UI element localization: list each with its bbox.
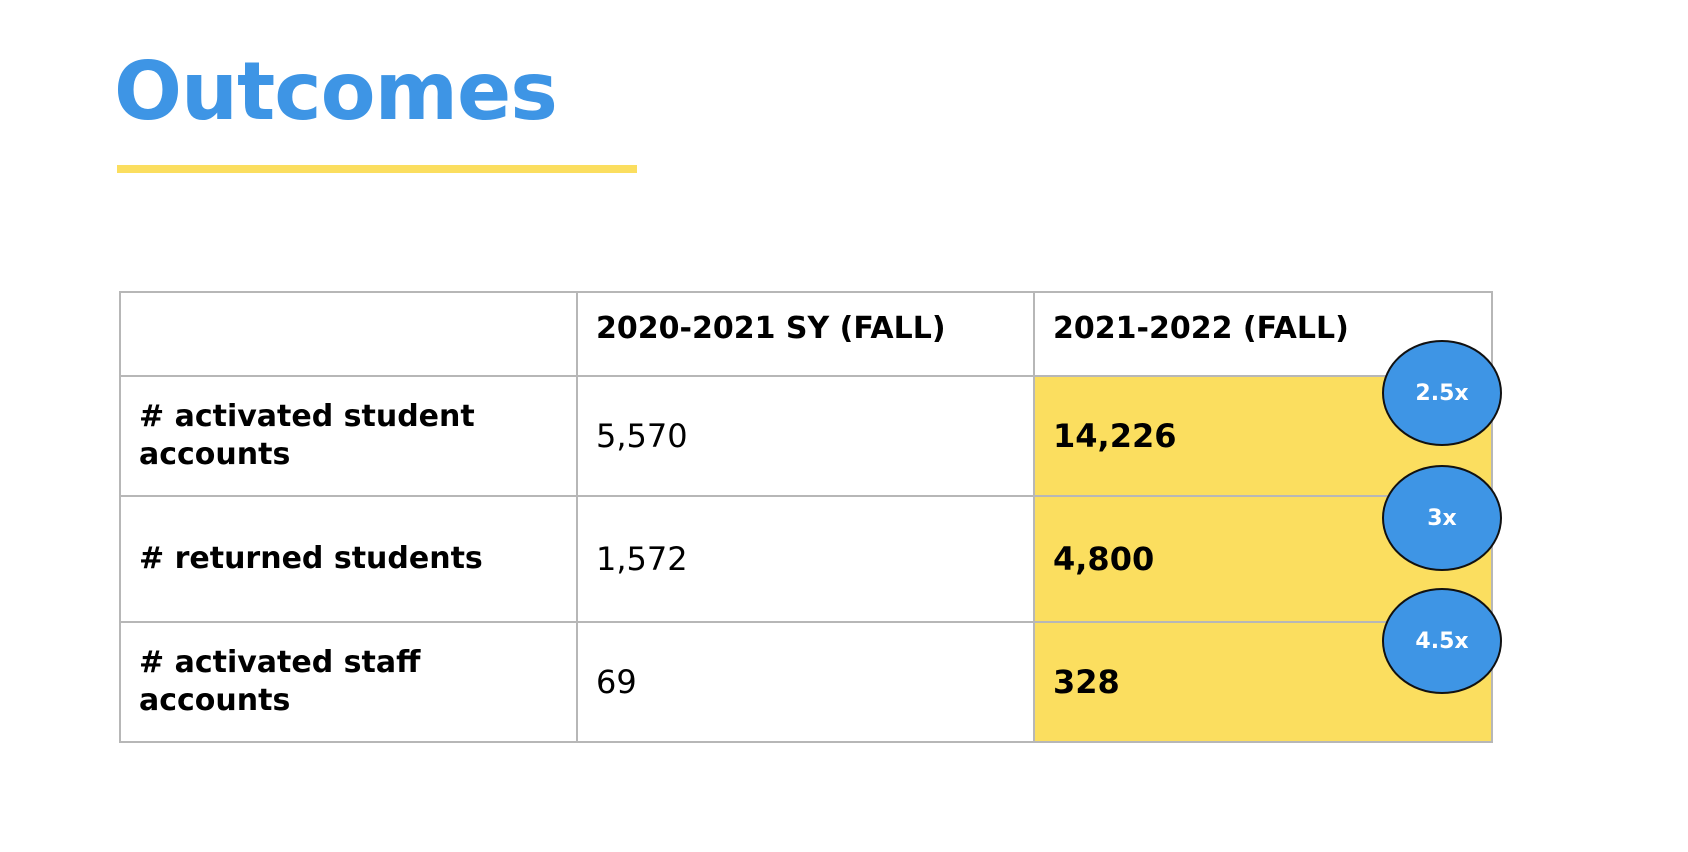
value-2020-returned-students: 1,572 xyxy=(576,495,1035,623)
title-underline xyxy=(117,165,637,173)
value-2020-activated-staff: 69 xyxy=(576,621,1035,743)
value-2020-activated-students: 5,570 xyxy=(576,375,1035,497)
table-row: # returned students 1,572 4,800 xyxy=(119,495,1493,623)
header-blank xyxy=(119,291,578,377)
multiplier-badge-activated-students: 2.5x xyxy=(1382,340,1502,446)
row-label-activated-staff: # activated staff accounts xyxy=(119,621,578,743)
outcomes-table: 2020-2021 SY (FALL) 2021-2022 (FALL) # a… xyxy=(119,291,1493,743)
row-label-activated-students: # activated student accounts xyxy=(119,375,578,497)
row-label-returned-students: # returned students xyxy=(119,495,578,623)
multiplier-badge-activated-staff: 4.5x xyxy=(1382,588,1502,694)
header-2020-2021: 2020-2021 SY (FALL) xyxy=(576,291,1035,377)
table-row: # activated student accounts 5,570 14,22… xyxy=(119,375,1493,497)
table-row: # activated staff accounts 69 328 xyxy=(119,621,1493,743)
table-header-row: 2020-2021 SY (FALL) 2021-2022 (FALL) xyxy=(119,291,1493,377)
page-title: Outcomes xyxy=(114,45,558,138)
multiplier-badge-returned-students: 3x xyxy=(1382,465,1502,571)
